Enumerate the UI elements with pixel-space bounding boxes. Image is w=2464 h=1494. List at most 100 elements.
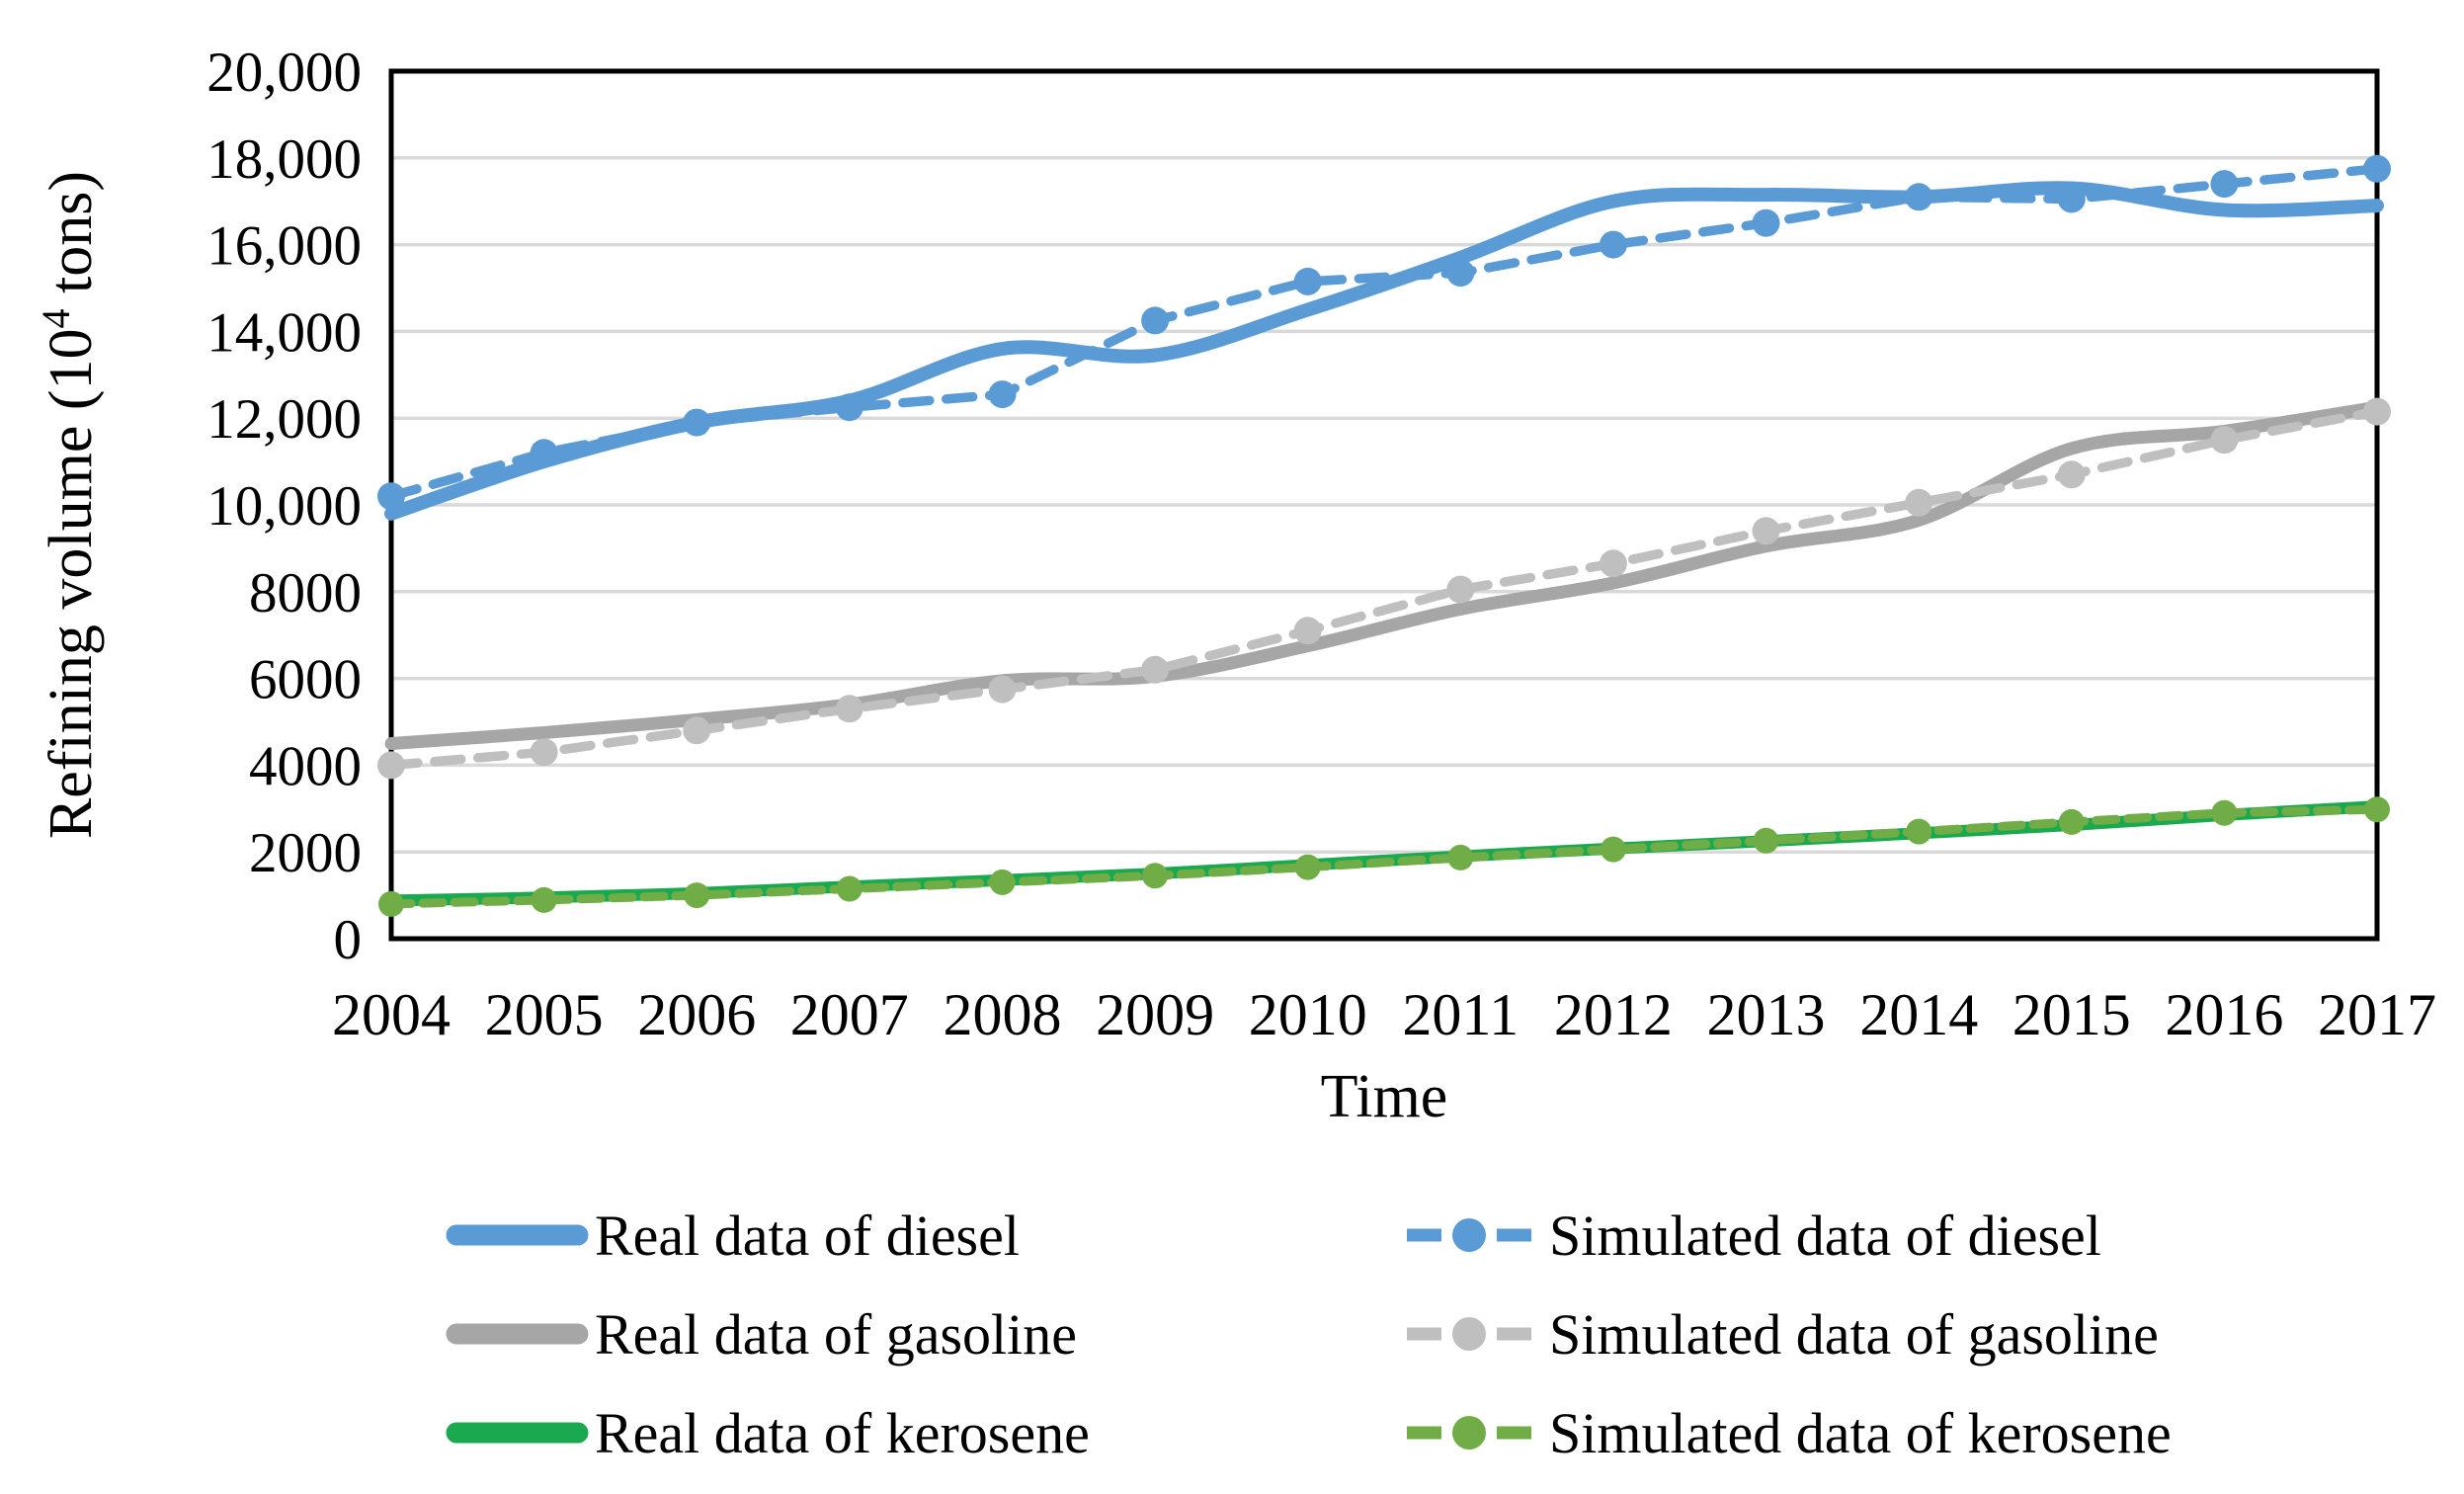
series-simulated-data-of-diesel-point-2006 — [683, 408, 711, 437]
x-tick-label-2013: 2013 — [1707, 982, 1826, 1047]
series-simulated-data-of-gasoline-point-2006 — [683, 716, 711, 745]
series-simulated-data-of-diesel-point-2015 — [2057, 185, 2086, 213]
y-axis-title-main: Refining volume (10 — [38, 328, 105, 839]
series-simulated-data-of-gasoline-point-2007 — [835, 695, 863, 723]
y-tick-label-10000: 10,000 — [206, 475, 362, 538]
legend-item-simulated-diesel: Simulated data of diesel — [1407, 1204, 2101, 1268]
legend-swatch-dot — [1452, 1218, 1486, 1252]
series-simulated-data-of-kerosene-point-2017 — [2364, 796, 2390, 823]
series-layer — [377, 154, 2391, 917]
series-simulated-data-of-gasoline-point-2014 — [1905, 488, 1933, 517]
legend-swatch-simulated-diesel-marker — [1407, 1218, 1531, 1252]
y-tick-label-12000: 12,000 — [206, 388, 362, 451]
series-simulated-data-of-diesel-point-2005 — [530, 439, 558, 467]
legend-item-real-gasoline: Real data of gasoline — [446, 1302, 1077, 1367]
legend-label-real-kerosene: Real data of kerosene — [595, 1401, 1090, 1465]
series-simulated-data-of-kerosene — [378, 796, 2390, 917]
series-simulated-data-of-gasoline-point-2015 — [2057, 460, 2086, 489]
series-simulated-data-of-diesel-point-2008 — [988, 380, 1017, 409]
legend-item-simulated-kerosene: Simulated data of kerosene — [1407, 1401, 2172, 1465]
series-simulated-data-of-diesel-point-2013 — [1752, 208, 1780, 237]
series-simulated-data-of-kerosene-point-2012 — [1600, 836, 1626, 863]
legend-label-simulated-kerosene: Simulated data of kerosene — [1549, 1401, 2172, 1465]
legend-item-real-diesel: Real data of diesel — [446, 1204, 1020, 1268]
series-simulated-data-of-kerosene-point-2007 — [836, 875, 862, 902]
y-tick-label-0: 0 — [334, 909, 363, 971]
series-simulated-data-of-diesel-point-2016 — [2210, 170, 2239, 199]
series-simulated-data-of-kerosene-point-2015 — [2058, 808, 2085, 835]
legend-swatch-dot — [1452, 1416, 1486, 1450]
y-axis-title: Refining volume (104 tons) — [34, 171, 105, 839]
series-simulated-data-of-gasoline-point-2012 — [1599, 549, 1627, 578]
legend-item-simulated-gasoline: Simulated data of gasoline — [1407, 1302, 2159, 1367]
series-simulated-data-of-gasoline-point-2004 — [377, 751, 405, 780]
y-tick-label-2000: 2000 — [249, 822, 362, 884]
x-tick-label-2005: 2005 — [485, 982, 604, 1047]
x-tick-label-2007: 2007 — [790, 982, 909, 1047]
series-simulated-data-of-gasoline-point-2008 — [988, 675, 1017, 704]
y-tick-label-16000: 16,000 — [206, 215, 362, 278]
series-simulated-data-of-gasoline-point-2011 — [1446, 575, 1475, 604]
series-simulated-data-of-gasoline — [377, 397, 2391, 780]
series-simulated-data-of-kerosene-point-2010 — [1294, 854, 1321, 880]
x-tick-label-2015: 2015 — [2012, 982, 2131, 1047]
legend-item-real-kerosene: Real data of kerosene — [446, 1401, 1090, 1465]
series-simulated-data-of-kerosene-point-2016 — [2211, 799, 2238, 826]
series-simulated-data-of-gasoline-point-2005 — [530, 738, 558, 767]
series-simulated-data-of-diesel-point-2012 — [1599, 230, 1627, 259]
legend-swatch-dot — [1452, 1317, 1486, 1351]
series-real-data-of-gasoline — [384, 400, 2384, 750]
y-tick-label-20000: 20,000 — [206, 42, 362, 104]
series-simulated-data-of-diesel-point-2014 — [1905, 183, 1933, 211]
y-tick-label-8000: 8000 — [249, 562, 362, 624]
series-simulated-data-of-kerosene-point-2008 — [989, 869, 1016, 895]
series-simulated-data-of-gasoline-line — [386, 406, 2382, 771]
series-simulated-data-of-diesel-point-2009 — [1141, 306, 1170, 335]
series-simulated-data-of-gasoline-point-2013 — [1752, 517, 1780, 545]
series-simulated-data-of-diesel-point-2007 — [835, 393, 863, 422]
legend: Real data of diesel Simulated data of di… — [446, 1204, 2172, 1465]
x-tick-label-2006: 2006 — [637, 982, 756, 1047]
y-tick-label-14000: 14,000 — [206, 301, 362, 364]
x-axis-title: Time — [1321, 1063, 1448, 1130]
series-real-data-of-gasoline-line — [384, 400, 2384, 750]
series-simulated-data-of-kerosene-point-2011 — [1447, 844, 1474, 871]
series-simulated-data-of-diesel-point-2010 — [1293, 267, 1322, 295]
x-tick-label-2010: 2010 — [1249, 982, 1367, 1047]
series-simulated-data-of-diesel — [377, 154, 2391, 511]
x-tick-label-2017: 2017 — [2318, 982, 2436, 1047]
series-simulated-data-of-kerosene-point-2013 — [1753, 827, 1779, 854]
series-simulated-data-of-kerosene-point-2009 — [1142, 863, 1169, 889]
legend-label-simulated-gasoline: Simulated data of gasoline — [1549, 1302, 2159, 1367]
y-tick-label-6000: 6000 — [249, 649, 362, 711]
x-tick-label-2011: 2011 — [1402, 982, 1519, 1047]
y-tick-label-18000: 18,000 — [206, 128, 362, 191]
series-simulated-data-of-diesel-point-2011 — [1446, 259, 1475, 288]
x-tick-label-2016: 2016 — [2165, 982, 2283, 1047]
y-axis-tick-labels: 0 2000 4000 6000 8000 10,000 12,000 14,000 16,00… — [206, 42, 362, 971]
y-tick-label-4000: 4000 — [249, 735, 362, 797]
legend-label-real-gasoline: Real data of gasoline — [595, 1302, 1077, 1367]
series-simulated-data-of-gasoline-point-2010 — [1293, 617, 1322, 645]
x-tick-label-2004: 2004 — [332, 982, 451, 1047]
series-simulated-data-of-gasoline-point-2017 — [2363, 397, 2391, 426]
legend-swatch-simulated-gasoline-marker — [1407, 1317, 1531, 1351]
series-simulated-data-of-kerosene-line — [386, 804, 2382, 909]
series-simulated-data-of-diesel-point-2004 — [377, 482, 405, 511]
y-axis-title-unit: tons) — [38, 171, 105, 309]
x-tick-label-2012: 2012 — [1554, 982, 1673, 1047]
series-simulated-data-of-kerosene-point-2014 — [1906, 818, 1932, 845]
series-simulated-data-of-diesel-point-2017 — [2363, 154, 2391, 183]
y-axis-title-superscript: 4 — [34, 308, 78, 328]
x-tick-label-2014: 2014 — [1859, 982, 1978, 1047]
legend-swatch-simulated-kerosene-marker — [1407, 1416, 1531, 1450]
legend-label-simulated-diesel: Simulated data of diesel — [1549, 1204, 2101, 1268]
series-simulated-data-of-kerosene-point-2004 — [378, 890, 404, 917]
series-simulated-data-of-kerosene-point-2006 — [684, 882, 710, 909]
series-simulated-data-of-gasoline-point-2009 — [1141, 655, 1170, 684]
gridlines — [393, 156, 2375, 854]
series-simulated-data-of-diesel-line — [386, 164, 2382, 501]
series-simulated-data-of-gasoline-point-2016 — [2210, 426, 2239, 455]
